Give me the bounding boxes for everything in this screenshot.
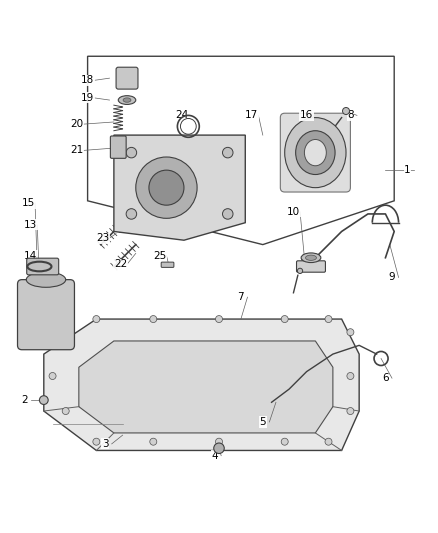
Text: 17: 17 bbox=[245, 110, 258, 120]
Circle shape bbox=[49, 373, 56, 379]
Text: 18: 18 bbox=[81, 75, 94, 85]
Circle shape bbox=[347, 408, 354, 415]
Text: 2: 2 bbox=[21, 395, 28, 405]
Circle shape bbox=[347, 329, 354, 336]
Ellipse shape bbox=[285, 118, 346, 188]
Circle shape bbox=[215, 316, 223, 322]
Text: 11: 11 bbox=[300, 260, 313, 269]
FancyBboxPatch shape bbox=[18, 280, 74, 350]
Ellipse shape bbox=[301, 253, 321, 263]
Text: 12: 12 bbox=[53, 294, 66, 304]
Circle shape bbox=[297, 268, 303, 273]
Circle shape bbox=[149, 170, 184, 205]
Circle shape bbox=[150, 438, 157, 445]
FancyBboxPatch shape bbox=[280, 113, 350, 192]
FancyBboxPatch shape bbox=[27, 258, 59, 275]
Text: 22: 22 bbox=[114, 260, 127, 269]
Text: 9: 9 bbox=[389, 272, 396, 282]
Text: 6: 6 bbox=[382, 373, 389, 383]
FancyBboxPatch shape bbox=[161, 262, 174, 268]
Circle shape bbox=[93, 438, 100, 445]
FancyBboxPatch shape bbox=[297, 261, 325, 272]
Circle shape bbox=[62, 408, 69, 415]
Text: 20: 20 bbox=[70, 119, 83, 129]
Text: 1: 1 bbox=[404, 165, 411, 175]
Polygon shape bbox=[114, 135, 245, 240]
Ellipse shape bbox=[305, 255, 316, 260]
Ellipse shape bbox=[304, 140, 326, 166]
Circle shape bbox=[62, 329, 69, 336]
FancyBboxPatch shape bbox=[116, 67, 138, 89]
Text: 13: 13 bbox=[24, 220, 37, 230]
Circle shape bbox=[281, 316, 288, 322]
Text: 16: 16 bbox=[300, 110, 313, 120]
Text: 5: 5 bbox=[259, 417, 266, 427]
Circle shape bbox=[347, 373, 354, 379]
Text: 15: 15 bbox=[22, 198, 35, 208]
Circle shape bbox=[281, 438, 288, 445]
Text: 3: 3 bbox=[102, 439, 109, 449]
Circle shape bbox=[93, 316, 100, 322]
Circle shape bbox=[343, 108, 350, 115]
Circle shape bbox=[325, 438, 332, 445]
Circle shape bbox=[215, 438, 223, 445]
Circle shape bbox=[126, 209, 137, 219]
Text: 24: 24 bbox=[175, 110, 188, 120]
Text: 19: 19 bbox=[81, 93, 94, 103]
Text: 14: 14 bbox=[24, 251, 37, 261]
Text: 4: 4 bbox=[211, 451, 218, 461]
Text: 7: 7 bbox=[237, 292, 244, 302]
FancyBboxPatch shape bbox=[110, 136, 126, 158]
Circle shape bbox=[39, 395, 48, 405]
Ellipse shape bbox=[123, 98, 131, 102]
Circle shape bbox=[223, 209, 233, 219]
Text: 23: 23 bbox=[96, 233, 110, 243]
Circle shape bbox=[126, 147, 137, 158]
Polygon shape bbox=[44, 319, 359, 450]
Polygon shape bbox=[79, 341, 333, 433]
Circle shape bbox=[150, 316, 157, 322]
Circle shape bbox=[325, 316, 332, 322]
Text: 21: 21 bbox=[70, 146, 83, 156]
Ellipse shape bbox=[26, 272, 66, 287]
Text: 10: 10 bbox=[287, 207, 300, 217]
Circle shape bbox=[136, 157, 197, 219]
Ellipse shape bbox=[296, 131, 335, 174]
Circle shape bbox=[214, 443, 224, 454]
Ellipse shape bbox=[118, 96, 136, 104]
Circle shape bbox=[223, 147, 233, 158]
Text: 8: 8 bbox=[347, 110, 354, 120]
Text: 25: 25 bbox=[153, 251, 166, 261]
